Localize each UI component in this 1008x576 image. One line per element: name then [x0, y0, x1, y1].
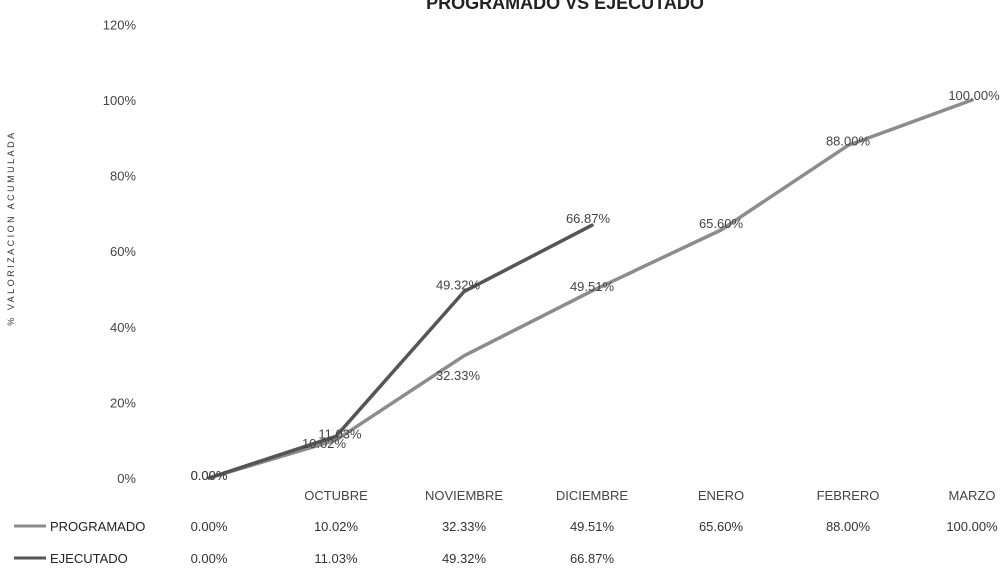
data-label: 11.03% [318, 426, 362, 441]
data-labels: 0.00% 10.02% 32.33% 49.51% 65.60% 88.00% 100.0… [191, 88, 1001, 483]
y-axis-label: % VALORIZACION ACUMULADA [6, 130, 16, 325]
table-cell: 0.00% [191, 551, 228, 566]
data-label: 66.87% [566, 211, 611, 226]
x-axis-ticks: OCTUBRE NOVIEMBRE DICIEMBRE ENERO FEBRERO MAR… [304, 488, 995, 503]
x-tick-label: FEBRERO [817, 488, 880, 503]
series-line-ejecutado [207, 223, 594, 480]
table-cell: 66.87% [570, 551, 615, 566]
data-label: 0.00% [191, 468, 228, 483]
data-label: 65.60% [699, 216, 744, 231]
data-label: 0.00% [191, 468, 228, 483]
y-tick-label: 0% [117, 471, 136, 486]
data-label: 49.51% [570, 279, 615, 294]
x-tick-label: MARZO [949, 488, 996, 503]
series-line-programado [207, 98, 974, 480]
chart-title: PROGRAMADO VS EJECUTADO [426, 0, 704, 13]
y-axis-ticks: 0% 20% 40% 60% 80% 100% 120% [103, 17, 137, 486]
x-tick-label: OCTUBRE [304, 488, 368, 503]
y-tick-label: 100% [103, 93, 137, 108]
table-cell: 0.00% [191, 519, 228, 534]
table-cell: 65.60% [699, 519, 744, 534]
data-label: 100.00% [948, 88, 1000, 103]
data-label: 88.00% [826, 133, 871, 148]
legend-label: EJECUTADO [50, 551, 128, 566]
data-label: 32.33% [436, 368, 481, 383]
y-tick-label: 120% [103, 17, 137, 32]
table-cell: 10.02% [314, 519, 359, 534]
table-cell: 11.03% [314, 551, 358, 566]
series-lines [207, 98, 974, 480]
table-cell: 88.00% [826, 519, 871, 534]
data-table: PROGRAMADO 0.00% 10.02% 32.33% 49.51% 65.60% 8… [14, 519, 998, 566]
data-label: 10.02% [302, 436, 347, 451]
legend-label: PROGRAMADO [50, 519, 145, 534]
x-tick-label: ENERO [698, 488, 744, 503]
table-cell: 49.32% [442, 551, 487, 566]
y-tick-label: 60% [110, 244, 136, 259]
x-tick-label: NOVIEMBRE [425, 488, 503, 503]
data-label: 49.32% [436, 278, 481, 293]
table-cell: 32.33% [442, 519, 487, 534]
table-cell: 100.00% [946, 519, 998, 534]
x-tick-label: DICIEMBRE [556, 488, 629, 503]
y-tick-label: 80% [110, 169, 136, 184]
table-cell: 49.51% [570, 519, 615, 534]
y-tick-label: 40% [110, 320, 136, 335]
y-tick-label: 20% [110, 395, 136, 410]
